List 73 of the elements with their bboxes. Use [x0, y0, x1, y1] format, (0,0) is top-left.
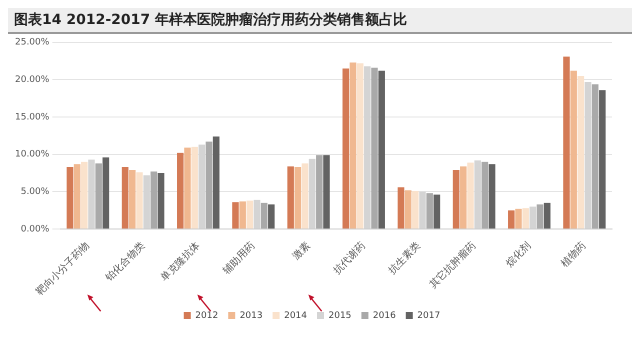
bar [412, 190, 419, 229]
bar [515, 208, 522, 229]
legend-label: 2015 [328, 310, 352, 321]
bar [522, 208, 529, 229]
bar [434, 194, 440, 229]
bar [206, 142, 212, 229]
bar [158, 173, 164, 229]
bar [212, 136, 220, 229]
bar [232, 202, 239, 229]
bar [398, 187, 404, 229]
bar [592, 84, 598, 229]
y-tick-label: 25.00% [14, 38, 50, 48]
bar [599, 90, 606, 229]
x-tick-label: 植物药 [558, 240, 588, 270]
bar [467, 162, 474, 229]
legend-label: 2014 [284, 310, 308, 321]
bar [268, 204, 275, 229]
bar [191, 146, 198, 229]
x-tick-label: 单克隆抗体 [158, 240, 202, 284]
x-tick-label: 激素 [290, 240, 313, 262]
bar [246, 200, 254, 229]
x-tick-label: 铂化合物类 [102, 240, 148, 284]
x-tick-label: 抗代谢药 [330, 240, 368, 276]
bar [150, 172, 158, 229]
bar [66, 167, 74, 229]
bar [184, 148, 191, 229]
bar [294, 167, 302, 229]
legend-label: 2012 [195, 310, 218, 321]
bar [426, 193, 433, 229]
bar [102, 157, 110, 229]
y-tick-label: 20.00% [14, 75, 50, 86]
bar [508, 210, 515, 229]
bar [350, 62, 356, 229]
bar [482, 162, 488, 229]
bar [74, 164, 80, 229]
legend-label: 2017 [417, 310, 440, 321]
x-tick-label: 辅助用药 [220, 240, 258, 276]
bar [136, 172, 143, 229]
y-tick-label: 5.00% [20, 187, 50, 198]
bar [452, 170, 460, 229]
chart-title: 图表14 2012-2017 年样本医院肿瘤治疗用药分类销售额占比 [8, 8, 632, 34]
bar [563, 56, 570, 229]
y-tick-label: 0.00% [20, 224, 50, 234]
bar [239, 201, 246, 229]
legend-label: 2013 [240, 310, 263, 321]
x-tick-label: 烷化剂 [504, 240, 534, 270]
y-tick-label: 15.00% [14, 112, 50, 122]
x-tick-label: 靶向小分子药物 [34, 240, 92, 298]
bar [177, 152, 184, 229]
bar [578, 76, 584, 229]
x-tick-label: 抗生素类 [386, 240, 423, 276]
bar [356, 63, 364, 229]
bar [460, 166, 467, 229]
bar [302, 163, 308, 229]
bar [95, 163, 102, 229]
y-tick-label: 10.00% [14, 150, 50, 160]
bar [122, 167, 128, 229]
bar [488, 164, 496, 229]
bar [570, 70, 577, 229]
bar [371, 68, 378, 229]
x-tick-label: 其它抗肿瘤药 [427, 240, 478, 291]
bar [536, 204, 544, 229]
bar [323, 155, 330, 229]
bar [378, 70, 385, 229]
bar [404, 190, 412, 229]
bar [342, 68, 350, 229]
bar [129, 170, 136, 229]
bar [260, 202, 268, 229]
bar [81, 162, 88, 229]
legend-label: 2016 [372, 310, 396, 321]
bar [287, 166, 294, 229]
bar [544, 202, 550, 229]
bar [316, 155, 323, 229]
